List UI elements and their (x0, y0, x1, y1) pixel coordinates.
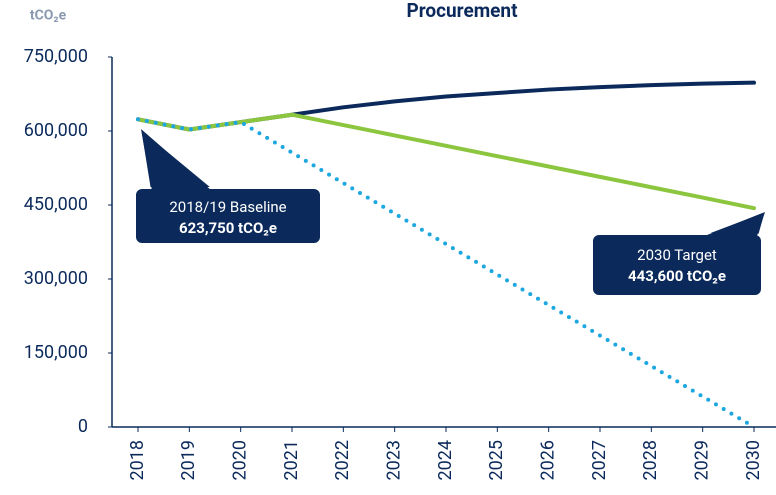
callout-pointer-fill (702, 212, 765, 248)
baseline-callout: 2018/19 Baseline 623,750 tCO₂e (134, 125, 322, 245)
x-tick-label: 2027 (589, 440, 610, 480)
x-tick-label: 2023 (383, 440, 404, 480)
chart-title: Procurement (406, 0, 518, 22)
callout-box (134, 187, 322, 245)
y-tick-label: 450,000 (24, 194, 88, 215)
x-tick-label: 2026 (537, 440, 558, 480)
annotation-text: 2018/19 Baseline (169, 198, 286, 216)
annotation-value: 623,750 tCO₂e (179, 219, 277, 237)
y-tick-label: 750,000 (24, 46, 88, 67)
y-tick-label: 150,000 (24, 342, 88, 363)
x-tick-label: 2020 (229, 440, 250, 480)
x-tick-label: 2018 (127, 440, 148, 480)
x-tick-label: 2024 (435, 440, 456, 480)
target-callout: 2030 Target 443,600 tCO₂e (591, 209, 768, 297)
callout-pointer-fill (141, 129, 212, 191)
x-tick-label: 2022 (332, 440, 353, 480)
x-tick-label: 2029 (691, 440, 712, 480)
series-line (136, 117, 756, 429)
y-tick-label: 300,000 (24, 268, 88, 289)
series-line (136, 112, 756, 211)
x-tick-label: 2021 (281, 440, 302, 480)
x-tick-label: 2030 (743, 440, 764, 480)
lines (136, 80, 756, 429)
x-tick-label: 2025 (486, 440, 507, 480)
y-tick-label: 0 (78, 416, 88, 437)
x-tick-label: 2019 (178, 440, 199, 480)
callout-box (591, 233, 763, 297)
annotation-text: 2030 Target (637, 246, 717, 264)
y-axis-label: tCO₂e (30, 8, 67, 24)
y-tick-label: 600,000 (24, 120, 88, 141)
annotation-value: 443,600 tCO₂e (628, 267, 726, 285)
x-tick-label: 2028 (640, 440, 661, 480)
